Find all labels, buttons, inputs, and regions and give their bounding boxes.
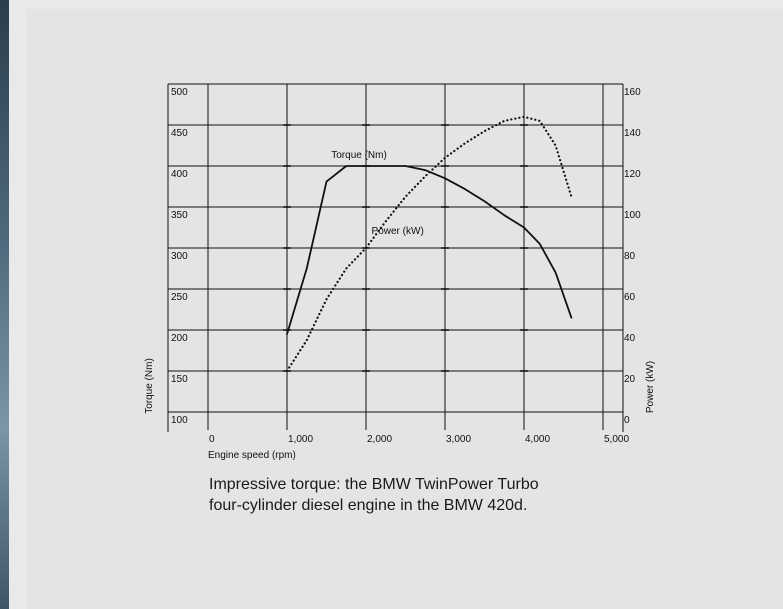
x-tick-label: 3,000 — [446, 434, 471, 445]
left-tick-label: 100 — [171, 415, 188, 426]
power-series-line — [285, 115, 573, 373]
chart-caption: Impressive torque: the BMW TwinPower Tur… — [209, 474, 649, 516]
chart-series — [285, 115, 573, 373]
x-tick-label: 2,000 — [367, 434, 392, 445]
power-annotation: Power (kW) — [372, 226, 424, 237]
left-tick-label: 400 — [171, 169, 188, 180]
chart-panel — [27, 9, 783, 609]
right-tick-label: 80 — [624, 251, 636, 262]
torque-series-line — [286, 165, 573, 335]
right-axis-title: Power (kW) — [645, 361, 656, 413]
torque-annotation: Torque (Nm) — [331, 150, 387, 161]
left-tick-label: 500 — [171, 87, 188, 98]
left-axis-title: Torque (Nm) — [144, 358, 155, 414]
chart-ticks: 100 150 200 250 300 350 400 450 500 0 20 40 60 80 100 1… — [168, 83, 641, 445]
right-tick-label: 100 — [624, 210, 641, 221]
x-axis-title: Engine speed (rpm) — [208, 450, 296, 461]
right-tick-label: 20 — [624, 374, 636, 385]
caption-line-1: Impressive torque: the BMW TwinPower Tur… — [209, 476, 539, 493]
x-tick-label: 4,000 — [525, 434, 550, 445]
right-tick-label: 140 — [624, 128, 641, 139]
caption-line-2: four-cylinder diesel engine in the BMW 4… — [209, 497, 528, 514]
left-tick-label: 200 — [171, 333, 188, 344]
right-tick-label: 0 — [624, 415, 630, 426]
left-tick-label: 250 — [171, 292, 188, 303]
right-tick-label: 160 — [624, 87, 641, 98]
right-tick-label: 120 — [624, 169, 641, 180]
left-tick-label: 350 — [171, 210, 188, 221]
left-tick-label: 150 — [171, 374, 188, 385]
right-tick-label: 60 — [624, 292, 636, 303]
x-tick-label: 0 — [209, 434, 215, 445]
chart-grid — [167, 83, 624, 432]
x-tick-label: 1,000 — [288, 434, 313, 445]
left-tick-label: 450 — [171, 128, 188, 139]
background-photo-strip — [0, 0, 9, 609]
left-tick-label: 300 — [171, 251, 188, 262]
x-tick-label: 5,000 — [604, 434, 629, 445]
right-tick-label: 40 — [624, 333, 636, 344]
chart-labels: Engine speed (rpm) Torque (Nm) Power (kW) T… — [144, 150, 656, 461]
